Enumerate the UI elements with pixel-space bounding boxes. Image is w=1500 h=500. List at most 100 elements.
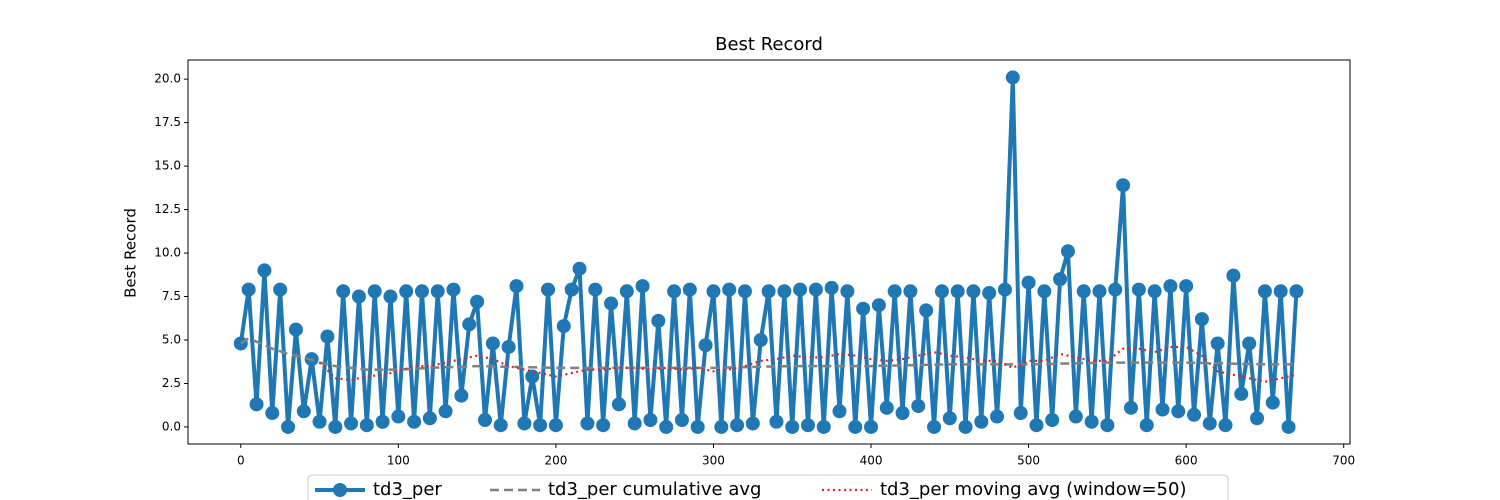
point — [344, 416, 359, 431]
point — [580, 416, 595, 431]
point — [737, 284, 752, 299]
point — [414, 284, 429, 299]
point — [541, 282, 556, 297]
point — [879, 400, 894, 415]
point — [1045, 413, 1060, 427]
point — [501, 339, 516, 354]
point — [690, 419, 705, 434]
point — [1163, 279, 1178, 294]
y-tick-label: 2.5 — [162, 376, 181, 390]
point — [1218, 418, 1233, 433]
point — [1029, 418, 1044, 433]
point — [1257, 284, 1272, 299]
point — [800, 418, 815, 433]
point — [1194, 312, 1209, 327]
y-tick-label: 20.0 — [154, 72, 181, 86]
point — [753, 333, 768, 347]
point — [485, 336, 500, 351]
series-line — [318, 345, 1297, 383]
point — [564, 282, 579, 297]
x-tick-label: 100 — [387, 454, 410, 468]
x-tick-label: 300 — [702, 454, 725, 468]
x-tick-label: 200 — [544, 454, 567, 468]
series-line — [240, 336, 1297, 371]
point — [588, 282, 603, 297]
point — [312, 414, 327, 429]
legend-label: td3_per cumulative avg — [548, 479, 761, 500]
point — [493, 418, 508, 433]
point — [1265, 395, 1280, 410]
point — [241, 282, 256, 297]
point — [454, 388, 469, 403]
y-tick-label: 0.0 — [162, 419, 181, 433]
chart-title: Best Record — [715, 34, 823, 55]
point — [777, 284, 792, 299]
point — [470, 294, 485, 309]
point — [1139, 418, 1154, 433]
point — [288, 322, 303, 337]
point — [1187, 407, 1202, 422]
x-tick-label: 500 — [1017, 454, 1040, 468]
point — [887, 284, 902, 299]
point — [351, 289, 366, 304]
point — [604, 296, 619, 311]
point — [596, 418, 611, 433]
point — [769, 414, 784, 429]
y-tick-label: 12.5 — [154, 202, 181, 216]
point — [722, 282, 737, 297]
point — [934, 284, 949, 299]
point — [871, 298, 886, 313]
point — [856, 301, 871, 316]
point — [824, 280, 839, 295]
point — [438, 404, 453, 419]
point — [336, 284, 351, 299]
point — [667, 284, 682, 299]
point — [1053, 272, 1068, 287]
x-tick-label: 0 — [237, 454, 245, 468]
point — [808, 282, 823, 297]
x-tick-label: 400 — [860, 454, 883, 468]
point — [1210, 336, 1225, 351]
point — [1147, 284, 1162, 299]
point — [619, 284, 634, 299]
point — [320, 329, 335, 344]
point — [430, 284, 445, 299]
point — [706, 284, 721, 299]
point — [674, 413, 689, 427]
point — [785, 419, 800, 434]
point — [745, 416, 760, 431]
point — [974, 414, 989, 429]
point — [982, 286, 997, 301]
x-tick-label: 600 — [1175, 454, 1198, 468]
point — [1092, 284, 1107, 299]
point — [367, 284, 382, 299]
point — [950, 284, 965, 299]
point — [1242, 336, 1257, 351]
point — [997, 282, 1012, 297]
point — [958, 419, 973, 434]
point — [517, 416, 532, 431]
point — [1060, 244, 1075, 259]
point — [714, 419, 729, 434]
y-tick-label: 10.0 — [154, 246, 181, 260]
point — [273, 282, 288, 297]
point — [249, 397, 264, 412]
point — [927, 419, 942, 434]
point — [1234, 386, 1249, 401]
point — [942, 411, 957, 426]
series-line — [238, 77, 1299, 428]
legend-label: td3_per — [373, 479, 442, 500]
point — [1281, 419, 1296, 434]
point — [1084, 414, 1099, 429]
point — [1179, 279, 1194, 294]
point — [1155, 402, 1170, 417]
point — [556, 319, 571, 334]
point — [446, 282, 461, 297]
point — [525, 369, 540, 384]
point — [375, 414, 390, 429]
point — [1123, 400, 1138, 415]
y-tick-label: 15.0 — [154, 159, 181, 173]
point — [793, 282, 808, 297]
